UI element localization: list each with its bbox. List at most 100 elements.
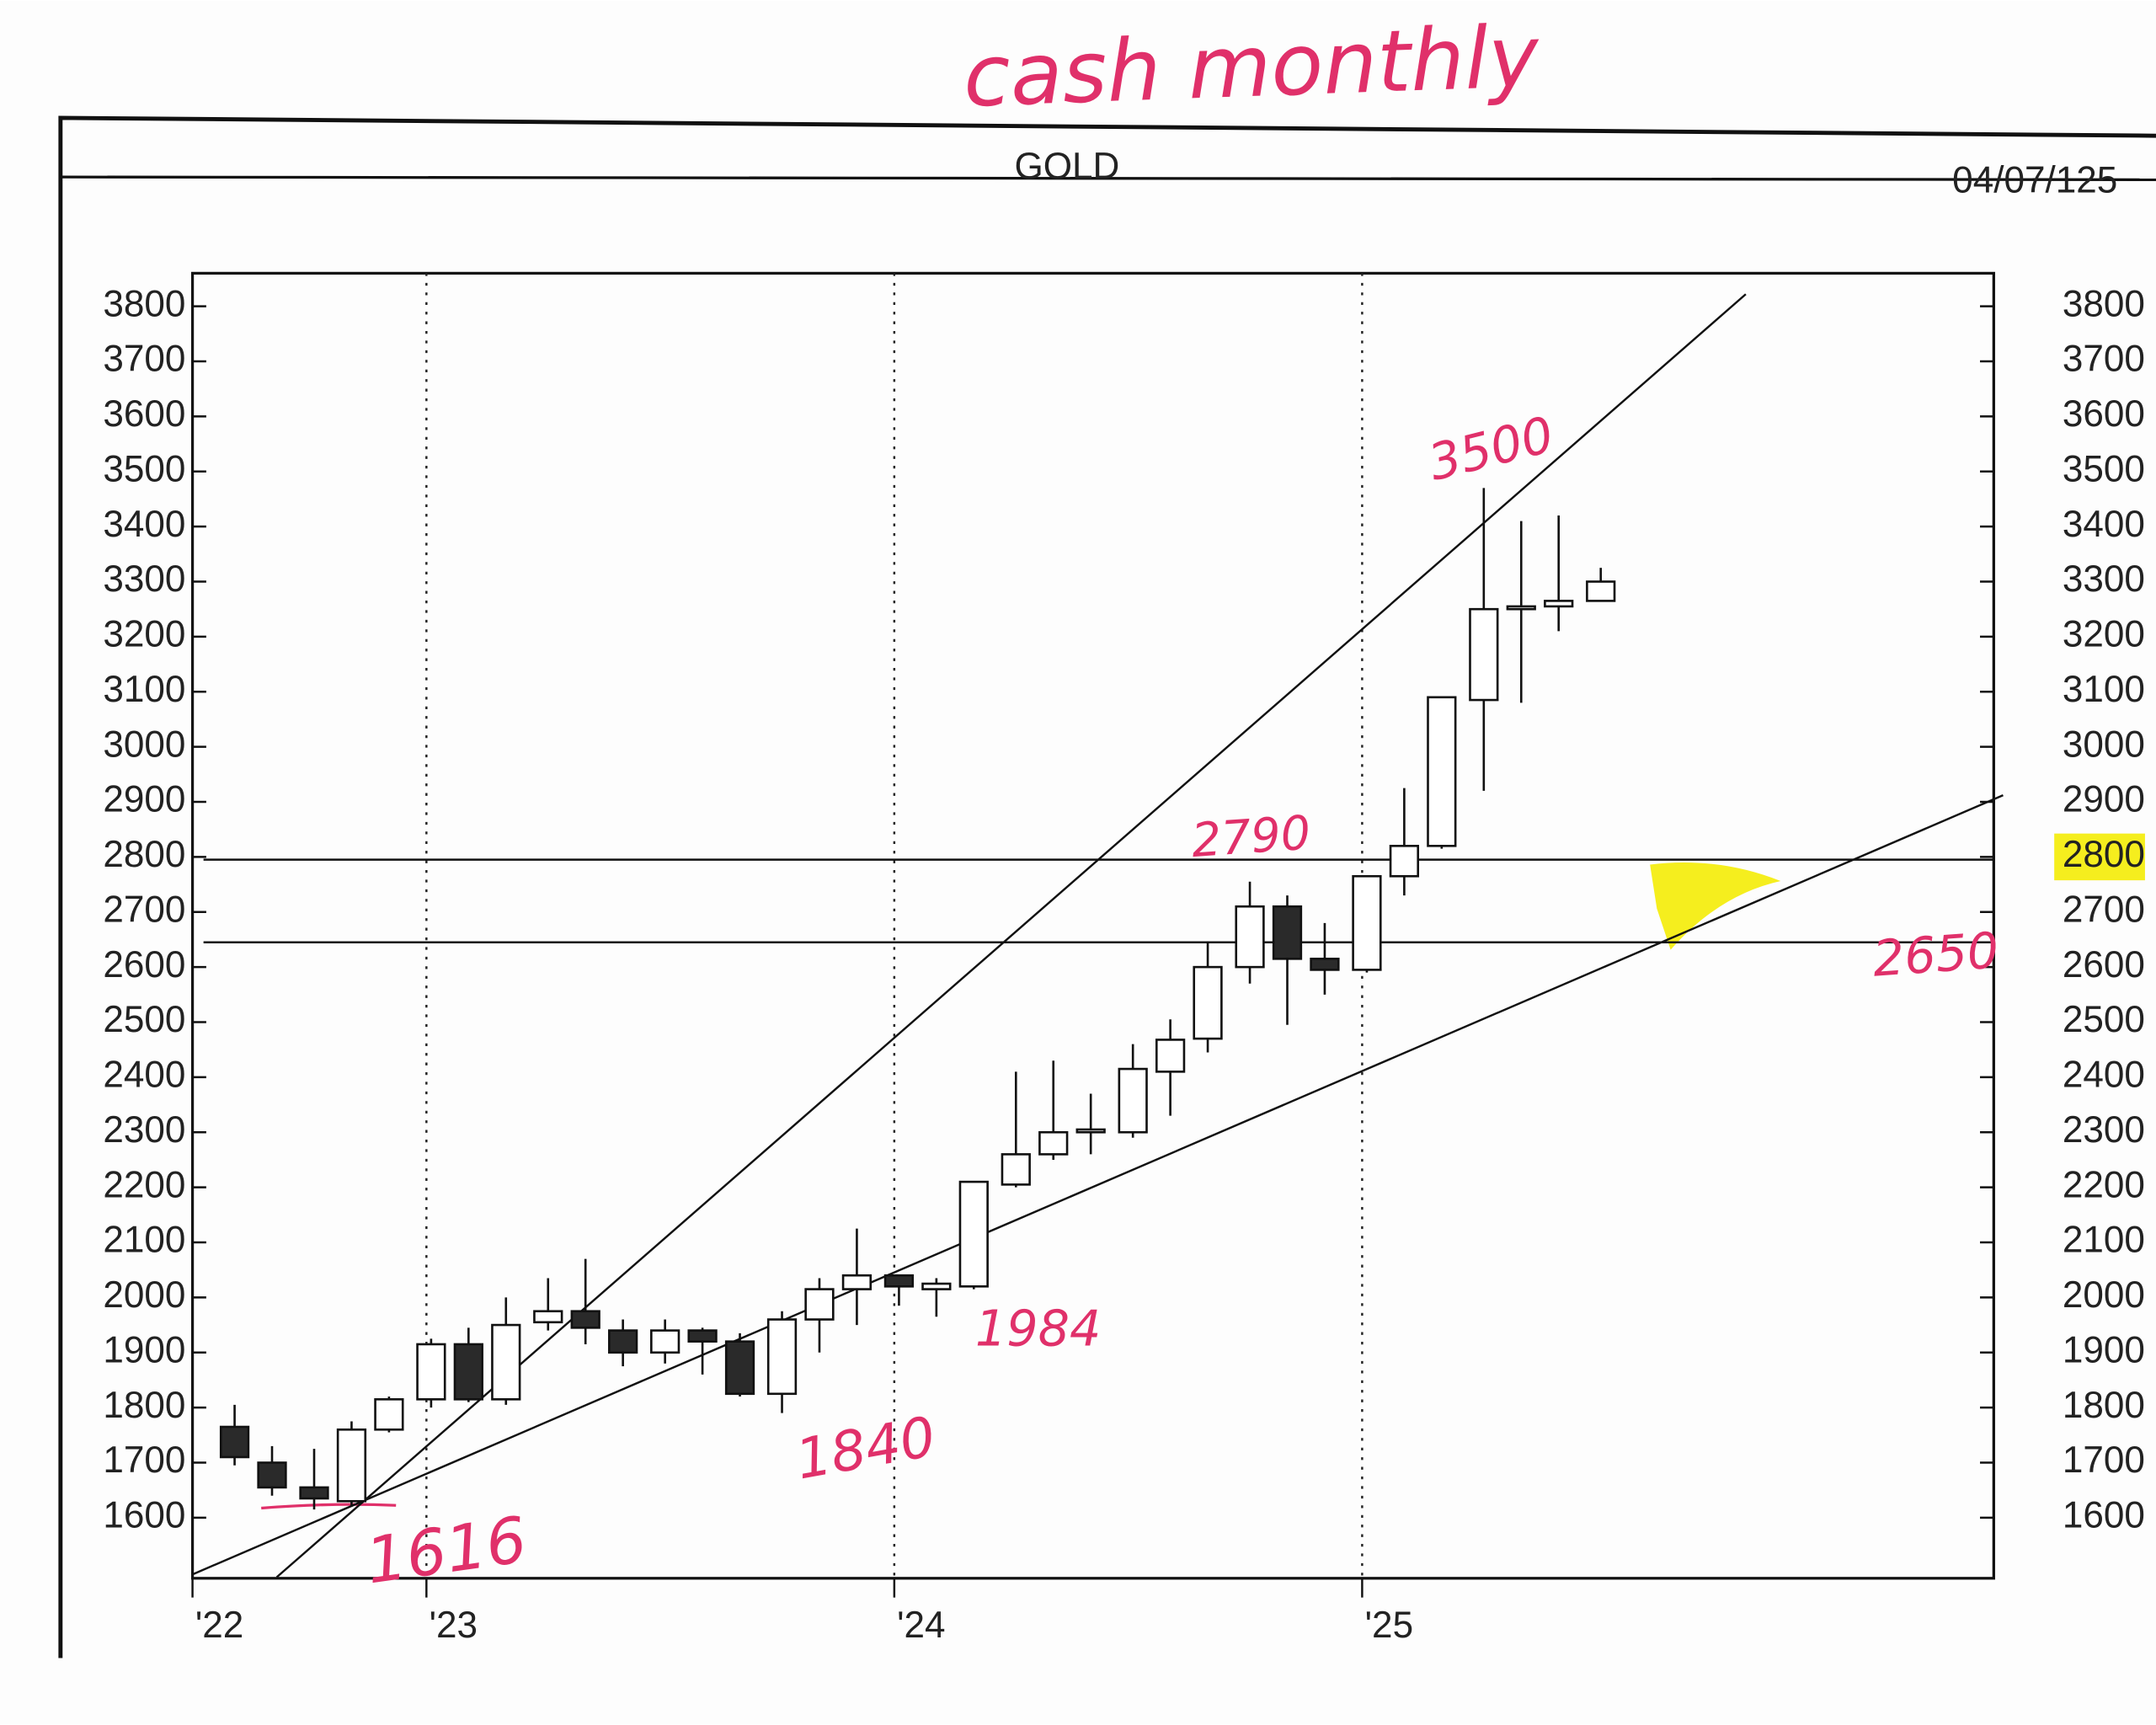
x-tick-label: '23 (430, 1605, 478, 1646)
chart-date: 04/07/125 (1952, 159, 2117, 200)
trend-line (275, 293, 1747, 1578)
y-tick-label: 3800 (103, 283, 185, 324)
y2-tick-label: 1800 (2063, 1385, 2145, 1426)
candle-body (1075, 1128, 1106, 1134)
y-tick-label: 3600 (103, 393, 185, 435)
annotation: 2650 (1870, 921, 2000, 987)
y-tick-label: 2000 (103, 1274, 185, 1316)
y-tick-label: 2700 (103, 889, 185, 930)
frame (58, 115, 2156, 1658)
candle-body (1544, 600, 1574, 608)
candle-body (1272, 905, 1303, 960)
y-tick-label: 3400 (103, 504, 185, 545)
y-tick-label: 1900 (103, 1329, 185, 1370)
x-tick-label: '24 (897, 1605, 945, 1646)
candle-body (958, 1180, 989, 1288)
y-tick-label: 2900 (103, 779, 185, 820)
candle-body (570, 1310, 600, 1329)
y-tick-label: 1700 (103, 1439, 185, 1481)
tick-highlight (2054, 833, 2145, 881)
y-tick-label: 2100 (103, 1220, 185, 1261)
candle-body (724, 1340, 755, 1396)
y-tick-label: 3100 (103, 669, 185, 710)
candle-body (299, 1486, 329, 1500)
candle-body (1586, 580, 1616, 602)
y-tick-label: 2800 (103, 834, 185, 875)
trend-line (192, 794, 2004, 1576)
y-tick-label: 3300 (103, 558, 185, 600)
y2-tick-label: 2100 (2063, 1220, 2145, 1261)
y-tick-label: 2600 (103, 944, 185, 985)
y2-tick-label: 3300 (2063, 558, 2145, 600)
candle-body (374, 1398, 404, 1431)
plot-frame (190, 271, 1995, 1580)
y2-tick-label: 3100 (2063, 669, 2145, 710)
y2-tick-label: 2500 (2063, 999, 2145, 1040)
y-tick-label: 3500 (103, 448, 185, 489)
annotation: 2790 (1190, 805, 1312, 868)
y2-tick-label: 2000 (2063, 1274, 2145, 1316)
candle-body (1352, 874, 1382, 971)
y2-tick-label: 2200 (2063, 1164, 2145, 1205)
candle-body (1427, 696, 1457, 847)
y-tick-label: 1800 (103, 1385, 185, 1426)
underline-stroke (261, 1503, 397, 1510)
candle-body (533, 1310, 563, 1324)
candle-body (416, 1343, 446, 1401)
chart-title: GOLD (1014, 146, 1119, 187)
y2-tick-label: 2900 (2063, 779, 2145, 820)
y-tick-label: 3700 (103, 339, 185, 380)
candle-body (804, 1288, 835, 1321)
y2-tick-label: 3000 (2063, 724, 2145, 765)
candle-body (257, 1461, 287, 1489)
highlight-stroke (1650, 862, 1781, 950)
annotation: 1984 (975, 1300, 1102, 1358)
y-tick-label: 2500 (103, 999, 185, 1040)
candle-body (766, 1318, 798, 1396)
candle-body (841, 1274, 873, 1290)
candle-body (1038, 1130, 1069, 1156)
y2-tick-label: 1600 (2063, 1495, 2145, 1536)
y2-tick-label: 2800 (2063, 834, 2145, 875)
x-tick-label: '25 (1365, 1605, 1413, 1646)
y2-tick-label: 3800 (2063, 283, 2145, 324)
candle-body (687, 1329, 718, 1343)
candle-body (491, 1323, 521, 1401)
candle-body (1469, 607, 1499, 702)
candle-body (921, 1282, 952, 1290)
candle-body (1155, 1039, 1186, 1073)
y2-tick-label: 3700 (2063, 339, 2145, 380)
header-rule (60, 175, 2156, 182)
y2-tick-label: 1700 (2063, 1439, 2145, 1481)
y2-tick-label: 3600 (2063, 393, 2145, 435)
y-tick-label: 1600 (103, 1495, 185, 1536)
y-tick-label: 3200 (103, 614, 185, 655)
annotation: cash monthly (962, 7, 1542, 126)
y2-tick-label: 1900 (2063, 1329, 2145, 1370)
candle-body (883, 1274, 915, 1288)
y2-tick-label: 2400 (2063, 1055, 2145, 1096)
y-tick-label: 3000 (103, 724, 185, 765)
candle-body (1235, 905, 1265, 969)
y2-tick-label: 2700 (2063, 889, 2145, 930)
candle-body (1389, 845, 1420, 878)
y-tick-label: 2200 (103, 1164, 185, 1205)
candle-body (1193, 965, 1223, 1040)
y2-tick-label: 3400 (2063, 504, 2145, 545)
candle-body (1118, 1067, 1148, 1134)
y2-tick-label: 3500 (2063, 448, 2145, 489)
y-tick-label: 2400 (103, 1055, 185, 1096)
y-tick-label: 2300 (103, 1109, 185, 1151)
candle-body (336, 1428, 367, 1503)
y2-tick-label: 3200 (2063, 614, 2145, 655)
candle-body (650, 1329, 680, 1354)
candle-body (1001, 1153, 1031, 1186)
candle-body (608, 1329, 638, 1354)
candle-body (219, 1425, 250, 1459)
y2-tick-label: 2600 (2063, 944, 2145, 985)
candle-body (453, 1343, 483, 1401)
x-tick-label: '22 (195, 1605, 243, 1646)
